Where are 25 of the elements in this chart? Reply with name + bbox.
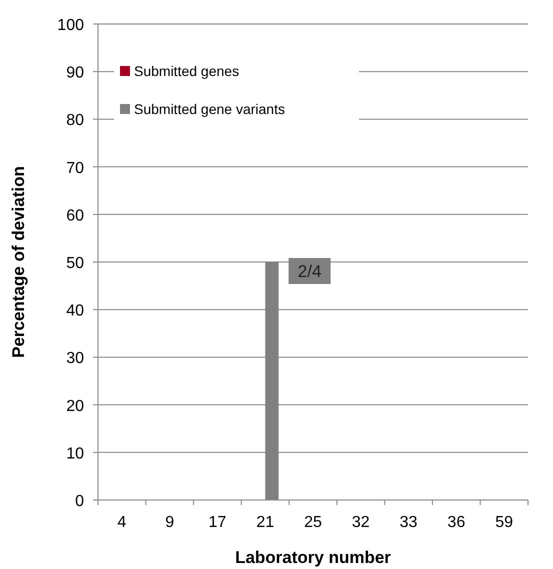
y-axis-title: Percentage of deviation xyxy=(9,166,28,358)
y-tick-label: 10 xyxy=(66,445,84,462)
y-tick-label: 100 xyxy=(57,17,84,34)
x-axis-title: Laboratory number xyxy=(235,548,392,567)
y-tick-label: 40 xyxy=(66,302,84,320)
x-tick-label: 17 xyxy=(208,514,226,531)
x-tick-label: 59 xyxy=(495,514,514,531)
y-tick-label: 50 xyxy=(66,255,84,272)
y-tick-label: 70 xyxy=(66,160,84,177)
y-tick-label: 20 xyxy=(66,398,84,415)
y-tick-label: 0 xyxy=(75,493,84,510)
legend-label: Submitted genes xyxy=(134,63,240,79)
legend-label: Submitted gene variants xyxy=(134,101,285,117)
y-tick-label: 60 xyxy=(66,207,84,224)
x-tick-label: 21 xyxy=(256,514,274,531)
annotation: 2/4 xyxy=(298,262,322,281)
x-tick-label: 36 xyxy=(447,514,466,531)
x-tick-label: 25 xyxy=(304,514,322,531)
x-tick-label: 4 xyxy=(117,514,126,531)
y-tick-label: 80 xyxy=(66,112,84,130)
x-tick-label: 9 xyxy=(165,514,174,531)
y-tick-label: 90 xyxy=(66,64,84,82)
x-tick-label: 32 xyxy=(352,514,370,531)
y-tick-label: 30 xyxy=(66,350,84,368)
x-tick-label: 33 xyxy=(400,514,418,531)
